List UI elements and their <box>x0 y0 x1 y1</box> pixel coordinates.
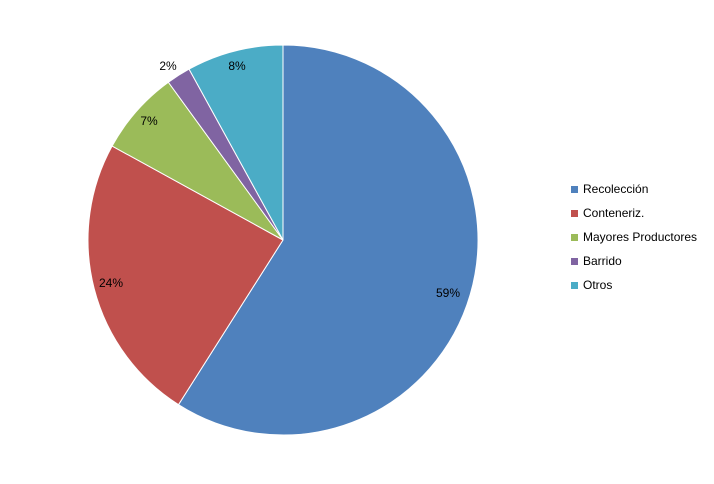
data-label-otros: 8% <box>228 59 246 73</box>
pie-slice-recoleccion <box>177 44 479 436</box>
legend-item-barrido: Barrido <box>571 254 622 268</box>
legend-swatch-mayores-productores <box>571 234 578 241</box>
legend-label-conteneriz: Conteneriz. <box>583 206 644 220</box>
legend-item-conteneriz: Conteneriz. <box>571 206 644 220</box>
legend-item-otros: Otros <box>571 278 612 292</box>
data-label-recoleccion: 59% <box>436 286 460 300</box>
data-label-barrido: 2% <box>159 59 177 73</box>
legend-swatch-otros <box>571 282 578 289</box>
legend-label-mayores-productores: Mayores Productores <box>583 230 697 244</box>
legend: Recolección Conteneriz. Mayores Productore… <box>571 182 697 292</box>
pie-slice-conteneriz <box>87 145 284 406</box>
pie-slices <box>87 44 479 436</box>
legend-label-otros: Otros <box>583 278 612 292</box>
legend-swatch-conteneriz <box>571 210 578 217</box>
pie-slice-otros <box>188 44 284 241</box>
legend-swatch-recoleccion <box>571 186 578 193</box>
legend-label-recoleccion: Recolección <box>583 182 648 196</box>
pie-data-labels: 59% 24% 7% 2% 8% <box>99 59 460 300</box>
data-label-conteneriz: 24% <box>99 276 123 290</box>
legend-item-mayores-productores: Mayores Productores <box>571 230 697 244</box>
data-label-mayores-productores: 7% <box>140 114 158 128</box>
legend-item-recoleccion: Recolección <box>571 182 648 196</box>
legend-swatch-barrido <box>571 258 578 265</box>
legend-label-barrido: Barrido <box>583 254 622 268</box>
